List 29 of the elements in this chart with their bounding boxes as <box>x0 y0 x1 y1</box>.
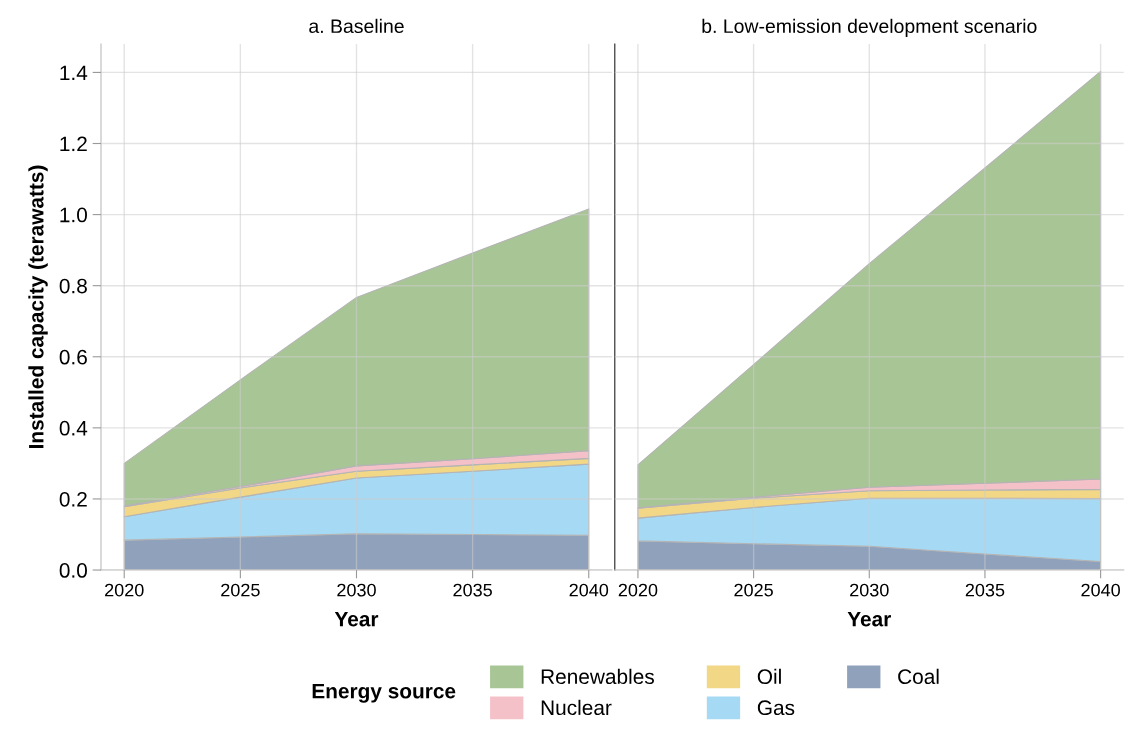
x-tick-label: 2020 <box>105 583 144 597</box>
y-tick-label: 1.0 <box>60 207 87 223</box>
legend-label: Oil <box>757 668 781 685</box>
x-tick-label: 2020 <box>618 583 658 597</box>
y-tick-label: 0.4 <box>59 420 88 436</box>
y-tick-label: 0.0 <box>59 563 87 578</box>
legend-label: Renewables <box>541 668 654 685</box>
x-tick-label: 2040 <box>1081 583 1120 597</box>
x-tick-label: 2035 <box>453 583 492 597</box>
legend-label: Coal <box>898 668 939 685</box>
y-tick-label: 1.2 <box>60 136 87 152</box>
x-tick-label: 2030 <box>337 583 376 597</box>
y-tick-label: 0.2 <box>59 491 87 507</box>
y-tick-label: 0.6 <box>59 349 87 365</box>
chart-title: a. Baseline <box>309 18 404 34</box>
legend-label: Nuclear <box>541 699 612 716</box>
chart-title: b. Low-emission development scenario <box>702 18 1037 37</box>
x-tick-label: 2035 <box>965 583 1005 597</box>
x-tick-label: 2030 <box>850 583 889 597</box>
legend-label: Gas <box>757 700 795 716</box>
x-tick-label: 2025 <box>221 583 260 597</box>
x-tick-label: 2040 <box>569 583 609 597</box>
x-axis-title: Year <box>847 611 891 627</box>
legend-title: Energy source <box>312 683 456 703</box>
x-axis-title: Year <box>334 611 379 627</box>
y-axis-title: Installed capacity (terawatts) <box>28 165 48 449</box>
y-tick-label: 0.8 <box>59 278 87 294</box>
y-tick-label: 1.4 <box>60 65 88 80</box>
x-tick-label: 2025 <box>734 583 773 597</box>
